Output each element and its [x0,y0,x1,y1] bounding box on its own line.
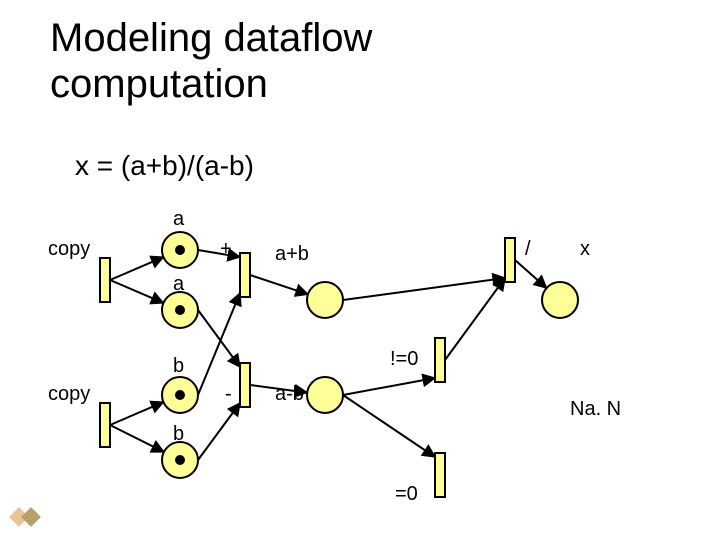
label-b-2: b [173,423,184,446]
petri-net-svg [0,0,720,540]
arc-13 [445,278,505,360]
transition-t_copy1 [100,258,110,302]
arc-6 [198,293,240,395]
label-b-1: b [173,355,184,378]
transition-t_minus [240,363,250,407]
label-neq0: !=0 [390,348,418,371]
token-b_mid [175,390,185,400]
arc-1 [110,280,163,303]
token-a_top [175,245,185,255]
label-plus: + [220,238,232,261]
label-copy-1: copy [48,238,90,261]
arc-7 [198,403,240,460]
label-minus: - [225,383,232,406]
label-aminusb: a-b [275,383,304,406]
arc-0 [110,257,163,280]
arc-8 [250,275,308,294]
arc-10 [343,278,505,300]
label-a-1: a [173,208,184,231]
arc-4 [198,250,240,257]
place-p_aminusb [307,377,343,413]
place-p_aplusb [307,282,343,318]
place-p_div [542,282,578,318]
token-a_mid [175,305,185,315]
transition-t_div [505,238,515,282]
arc-5 [198,310,240,367]
label-aplusb: a+b [275,243,309,266]
transition-t_eq [435,453,445,497]
transition-t_copy2 [100,403,110,447]
transition-t_neq [435,338,445,382]
arc-3 [110,425,164,452]
label-div: / [525,238,531,261]
label-nan: Na. N [570,398,621,421]
transition-t_plus [240,253,250,297]
label-eq0: =0 [395,483,418,506]
arc-14 [515,260,547,288]
label-x: x [580,238,590,261]
label-copy-2: copy [48,383,90,406]
token-b_bot [175,455,185,465]
label-a-2: a [173,273,184,296]
arc-11 [343,378,435,395]
arc-2 [110,402,163,425]
arc-12 [343,395,435,457]
